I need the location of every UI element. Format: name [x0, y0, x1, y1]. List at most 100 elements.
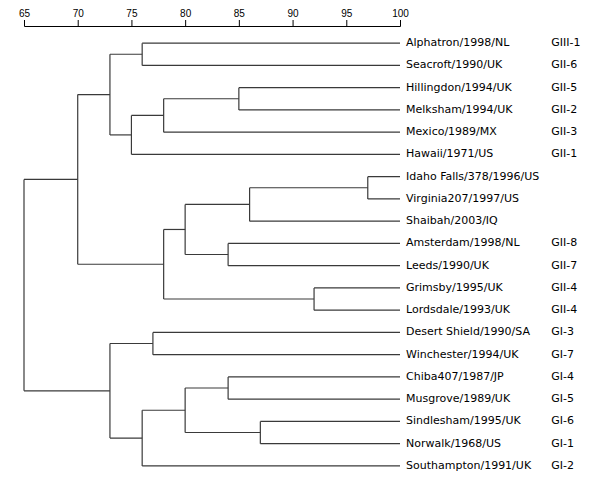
x-tick-mark	[293, 20, 294, 26]
branch	[250, 187, 368, 188]
genotype-label: GII-4	[551, 281, 577, 294]
genotype-label: GI-3	[551, 325, 574, 338]
taxon-label: Seacroft/1990/UK	[406, 58, 503, 71]
branch	[368, 176, 400, 177]
taxon-label: Desert Shield/1990/SA	[406, 325, 530, 338]
taxon-label: Amsterdam/1998/NL	[406, 236, 520, 249]
genotype-label: GII-2	[551, 103, 577, 116]
branch	[368, 198, 400, 199]
leaf-labels: Alphatron/1998/NL Seacroft/1990/UK Hilling…	[406, 36, 580, 472]
branch	[142, 465, 400, 466]
branch	[142, 65, 400, 66]
x-tick-mark	[131, 20, 132, 26]
x-tick: 95	[341, 8, 353, 26]
taxon-label: Winchester/1994/UK	[406, 348, 519, 361]
branch	[110, 343, 153, 344]
genotype-label: GIII-1	[551, 36, 580, 49]
genotype-label: GI-4	[551, 370, 574, 383]
taxon-label: Idaho Falls/378/1996/US	[406, 170, 539, 183]
branch	[228, 265, 400, 266]
x-tick-label: 75	[126, 8, 138, 19]
taxon-label: Lordsdale/1993/UK	[406, 303, 511, 316]
x-axis: 65 70 75 80 85 90 95 100	[19, 8, 409, 27]
branch	[185, 204, 249, 205]
taxon-label: Southampton/1991/UK	[406, 459, 532, 472]
x-tick: 75	[126, 8, 138, 26]
branch	[78, 264, 164, 265]
merge-link	[23, 179, 24, 390]
x-tick: 90	[288, 8, 300, 26]
branch	[164, 98, 239, 99]
x-tick: 100	[392, 8, 409, 26]
branch	[110, 54, 142, 55]
branch	[185, 254, 228, 255]
chart: 65 70 75 80 85 90 95 100 Alphatron/1998/NL Seacro…	[0, 0, 600, 491]
branch	[164, 132, 400, 133]
branch	[24, 179, 78, 180]
genotype-label: GII-1	[551, 147, 577, 160]
branch	[110, 437, 142, 438]
branch	[239, 109, 400, 110]
genotype-label: GII-3	[551, 125, 577, 138]
x-tick: 70	[73, 8, 85, 26]
branch	[185, 387, 228, 388]
x-axis-line	[25, 20, 401, 27]
branch	[131, 154, 400, 155]
taxon-label: Musgrove/1989/UK	[406, 392, 511, 405]
branch	[228, 243, 400, 244]
taxon-label: Virginia207/1997/US	[406, 192, 519, 205]
branch	[164, 298, 314, 299]
x-tick: 80	[180, 8, 192, 26]
genotype-label: GI-6	[551, 414, 574, 427]
taxon-label: Alphatron/1998/NL	[406, 36, 510, 49]
branch	[142, 410, 185, 411]
x-tick-label: 95	[341, 8, 353, 19]
genotype-label: GII-8	[551, 236, 577, 249]
taxon-label: Shaibah/2003/IQ	[406, 214, 498, 227]
branch	[78, 94, 110, 95]
taxon-label: Grimsby/1995/UK	[406, 281, 503, 294]
branch	[239, 87, 400, 88]
branch	[153, 332, 400, 333]
branch	[185, 432, 260, 433]
x-tick-mark	[400, 20, 401, 26]
taxon-label: Leeds/1990/UK	[406, 259, 490, 272]
branch	[110, 134, 131, 135]
branch	[164, 229, 185, 230]
taxon-label: Norwalk/1968/US	[406, 437, 501, 450]
genotype-label: GI-1	[551, 437, 574, 450]
x-tick-label: 70	[73, 8, 85, 19]
x-tick-mark	[78, 20, 79, 26]
genotype-label: GII-4	[551, 303, 577, 316]
genotype-label: GII-7	[551, 259, 577, 272]
branch	[250, 221, 400, 222]
x-tick-label: 100	[392, 8, 409, 19]
taxon-label: Melksham/1994/UK	[406, 103, 513, 116]
branch	[314, 310, 400, 311]
x-tick-label: 65	[19, 8, 31, 19]
taxon-label: Hawaii/1971/US	[406, 147, 493, 160]
branch	[153, 354, 400, 355]
branch	[24, 390, 110, 391]
branch	[260, 421, 400, 422]
branch	[142, 43, 400, 44]
branch	[260, 443, 400, 444]
x-tick: 65	[19, 8, 31, 26]
taxon-label: Hillingdon/1994/UK	[406, 81, 513, 94]
genotype-label: GI-2	[551, 459, 574, 472]
branch	[228, 399, 400, 400]
branch	[228, 376, 400, 377]
genotype-label: GI-7	[551, 348, 574, 361]
x-tick-mark	[185, 20, 186, 26]
x-tick-mark	[239, 20, 240, 26]
x-tick-mark	[24, 20, 25, 26]
tree	[24, 43, 400, 466]
branch	[314, 287, 400, 288]
taxon-label: Mexico/1989/MX	[406, 125, 497, 138]
taxon-label: Sindlesham/1995/UK	[406, 414, 521, 427]
x-tick-label: 80	[180, 8, 192, 19]
x-tick-mark	[346, 20, 347, 26]
taxon-label: Chiba407/1987/JP	[406, 370, 504, 383]
genotype-label: GII-6	[551, 58, 577, 71]
x-tick-label: 85	[234, 8, 246, 19]
